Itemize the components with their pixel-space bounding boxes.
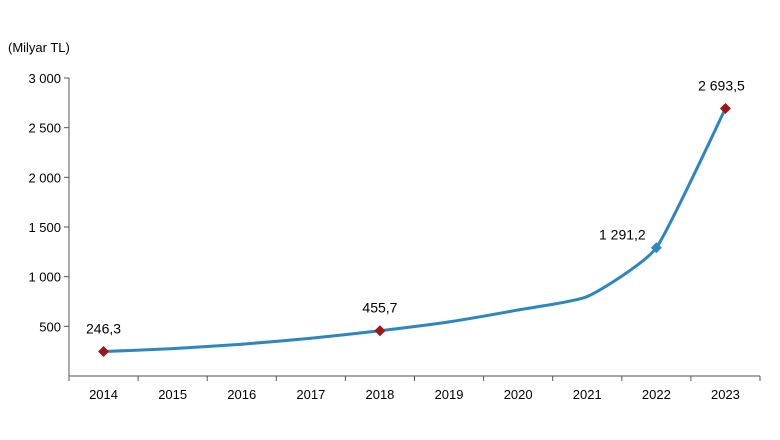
diamond-marker [650, 242, 662, 254]
x-tick-label: 2023 [711, 387, 740, 402]
data-label: 1 291,2 [599, 227, 646, 243]
y-axis: 500 1 000 1 500 2 000 2 500 3 000 [28, 71, 70, 376]
x-tick-label: 2021 [573, 387, 602, 402]
x-tick-label: 2015 [158, 387, 187, 402]
x-tick-label: 2022 [642, 387, 671, 402]
data-label: 455,7 [362, 300, 397, 316]
series-line [102, 106, 727, 354]
y-tick-label: 2 000 [28, 170, 61, 185]
diamond-marker [719, 102, 731, 114]
data-label: 246,3 [86, 321, 121, 337]
x-tick-label: 2014 [89, 387, 118, 402]
x-tick-label: 2020 [504, 387, 533, 402]
data-point [516, 308, 520, 312]
x-tick-label: 2018 [365, 387, 394, 402]
x-tick-label: 2019 [435, 387, 464, 402]
diamond-marker [374, 325, 386, 337]
y-tick-label: 1 000 [28, 270, 61, 285]
y-unit-label: (Milyar TL) [8, 40, 70, 55]
data-label: 2 693,5 [698, 77, 745, 93]
data-markers [98, 102, 731, 358]
data-point [240, 342, 244, 346]
x-tick-label: 2017 [296, 387, 325, 402]
y-tick-label: 3 000 [28, 71, 61, 86]
data-point [447, 320, 451, 324]
series-path [102, 106, 727, 354]
y-tick-label: 1 500 [28, 220, 61, 235]
data-point [309, 336, 313, 340]
data-labels: 246,3 455,7 1 291,2 2 693,5 [86, 77, 745, 336]
y-tick-label: 500 [39, 319, 61, 334]
y-tick-label: 2 500 [28, 121, 61, 136]
diamond-marker [98, 346, 110, 358]
x-axis: 2014 2015 2016 2017 2018 2019 2020 2021 2022 2023 [68, 375, 761, 402]
data-point [585, 295, 589, 299]
x-tick-label: 2016 [227, 387, 256, 402]
data-point [171, 347, 175, 351]
